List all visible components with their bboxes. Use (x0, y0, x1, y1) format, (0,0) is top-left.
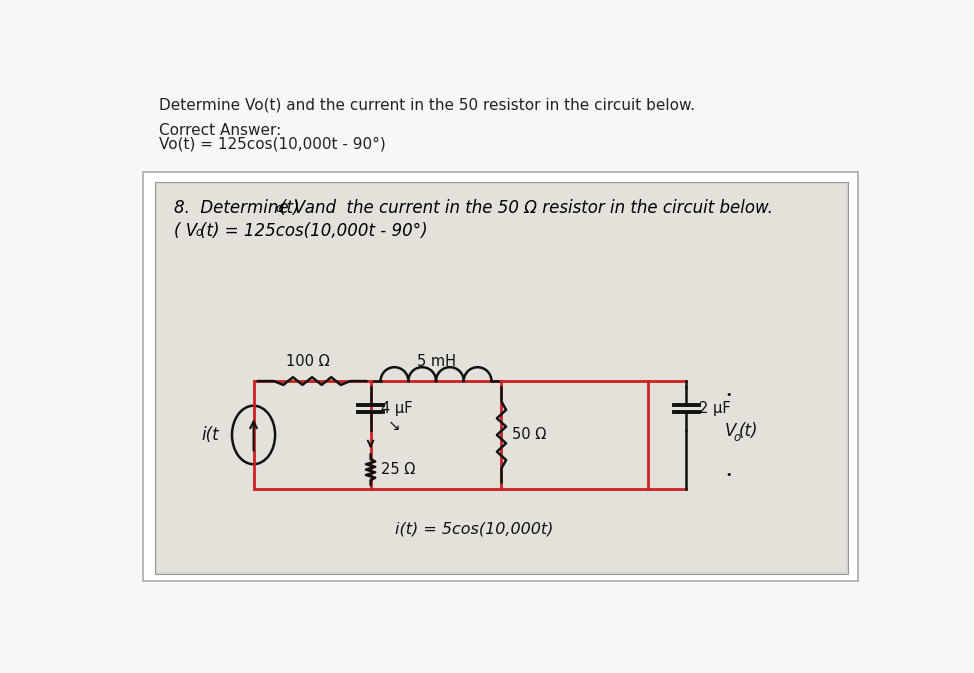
FancyBboxPatch shape (157, 184, 846, 572)
Text: Correct Answer:: Correct Answer: (159, 123, 281, 138)
Text: •: • (726, 390, 731, 400)
Text: Vo(t) = 125cos(10,000t - 90°): Vo(t) = 125cos(10,000t - 90°) (159, 137, 386, 152)
Text: o: o (275, 203, 282, 215)
Text: V: V (725, 422, 736, 440)
Text: (t) and  the current in the 50 Ω resistor in the circuit below.: (t) and the current in the 50 Ω resistor… (281, 199, 773, 217)
Text: o: o (733, 431, 740, 444)
Text: (t) = 125cos(10,000t - 90°): (t) = 125cos(10,000t - 90°) (201, 221, 428, 240)
Text: i(t) = 5cos(10,000t): i(t) = 5cos(10,000t) (394, 521, 553, 536)
Text: 25 Ω: 25 Ω (382, 462, 416, 477)
Text: 8.  Determine V: 8. Determine V (174, 199, 306, 217)
FancyBboxPatch shape (155, 182, 848, 573)
Text: o: o (195, 225, 203, 238)
Text: (t): (t) (738, 422, 758, 440)
Text: i(t: i(t (202, 426, 219, 444)
Text: 50 Ω: 50 Ω (512, 427, 546, 442)
Text: Determine Vo(t) and the current in the 50 resistor in the circuit below.: Determine Vo(t) and the current in the 5… (159, 98, 694, 112)
Text: 2 μF: 2 μF (698, 401, 730, 416)
Text: •: • (726, 470, 731, 480)
Text: ↘: ↘ (388, 418, 400, 433)
Text: 100 Ω: 100 Ω (286, 354, 330, 369)
Text: ( V: ( V (174, 221, 198, 240)
Text: 5 mH: 5 mH (417, 354, 456, 369)
FancyBboxPatch shape (143, 172, 858, 581)
Text: 4 μF: 4 μF (382, 401, 413, 416)
